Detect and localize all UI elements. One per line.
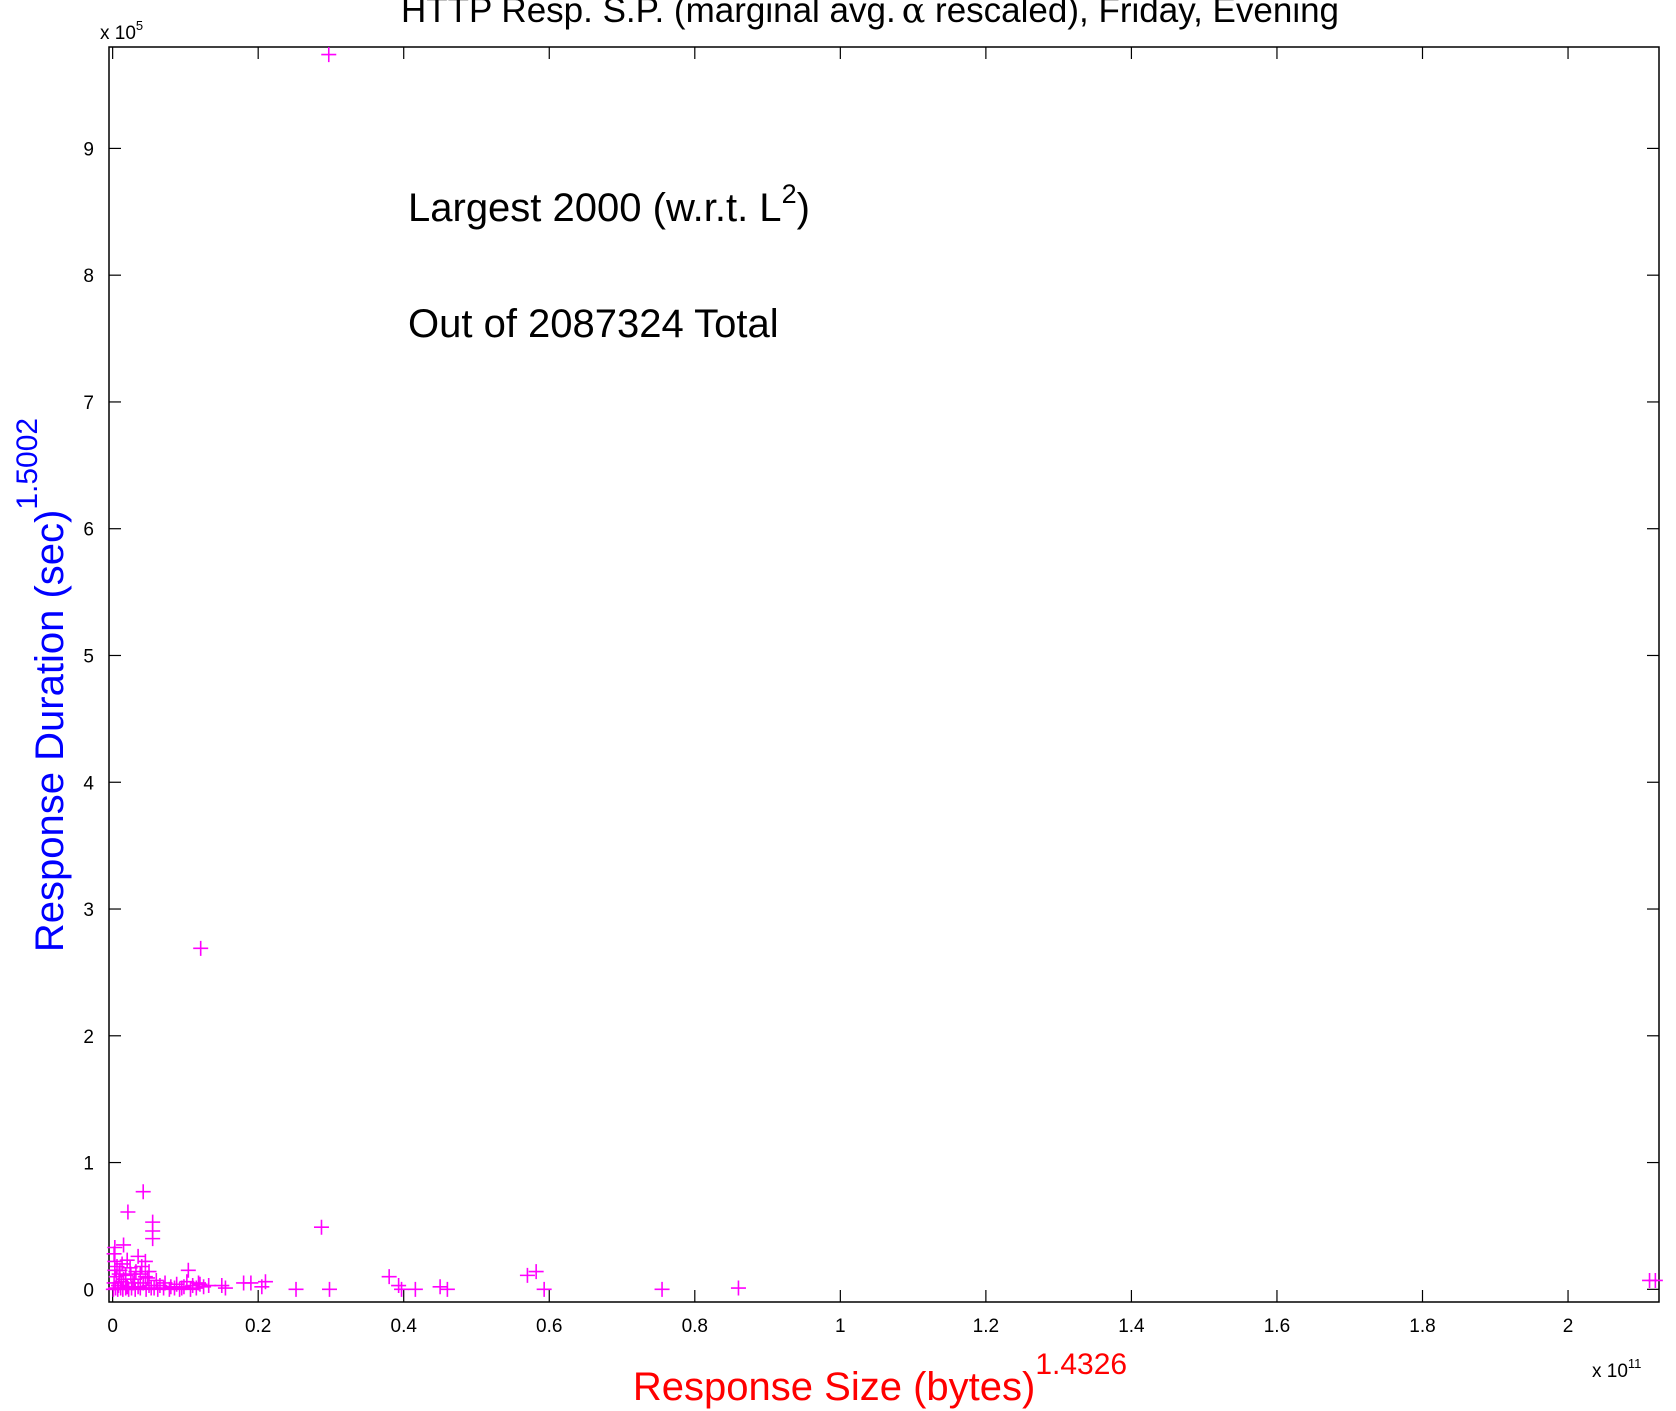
data-point — [407, 1281, 423, 1297]
x-tick-label: 1.2 — [973, 1316, 999, 1337]
data-point — [391, 1278, 407, 1294]
points-layer — [105, 47, 1663, 1297]
x-tick-label: 2 — [1563, 1316, 1574, 1337]
data-point — [313, 1219, 329, 1235]
x-tick-label: 0.6 — [536, 1316, 562, 1337]
y-ticks: 0 1 2 3 4 5 6 7 8 9 — [83, 139, 1659, 1301]
data-point — [193, 940, 209, 956]
x-ticks: 0 0.2 0.4 0.6 0.8 1 1.2 1.4 1.6 1.8 2 — [107, 47, 1573, 1337]
annotation-largest-text: Largest 2000 (w.r.t. L — [408, 186, 782, 230]
data-point — [118, 1267, 134, 1283]
data-point — [176, 1279, 192, 1295]
y-axis-label-exp: 1.5002 — [11, 418, 44, 510]
y-tick-label: 6 — [83, 520, 94, 541]
y-multiplier: x 105 — [100, 18, 143, 44]
data-point — [183, 1281, 199, 1297]
data-point — [381, 1269, 397, 1285]
data-point — [217, 1280, 233, 1296]
x-axis-label-exp: 1.4326 — [1035, 1348, 1127, 1381]
data-point — [145, 1231, 161, 1247]
x-tick-label: 0.4 — [391, 1316, 418, 1337]
x-tick-label: 1.6 — [1264, 1316, 1290, 1337]
data-point — [188, 1280, 204, 1296]
data-point — [730, 1280, 746, 1296]
y-tick-label: 2 — [83, 1027, 94, 1048]
data-point — [122, 1260, 138, 1276]
x-multiplier: x 1011 — [1592, 1356, 1641, 1382]
data-point — [654, 1281, 670, 1297]
data-point — [528, 1264, 544, 1280]
annotation-largest: Largest 2000 (w.r.t. L2) — [408, 179, 810, 230]
annotation-largest-end: ) — [797, 186, 810, 230]
data-point — [257, 1274, 273, 1290]
data-point — [288, 1281, 304, 1297]
y-multiplier-base: x 10 — [100, 23, 136, 44]
chart-title: HTTP Resp. S.P. (marginal avg. α rescaled… — [401, 0, 1339, 31]
data-point — [439, 1281, 455, 1297]
x-axis-label-text: Response Size (bytes) — [633, 1365, 1035, 1409]
data-point — [321, 47, 337, 63]
data-point — [140, 1270, 156, 1286]
y-multiplier-exp: 5 — [136, 18, 143, 33]
data-point — [243, 1275, 259, 1291]
x-axis-label: Response Size (bytes)1.4326 — [633, 1348, 1127, 1409]
data-point — [120, 1204, 136, 1220]
data-point — [321, 1281, 337, 1297]
y-axis-label-text: Response Duration (sec) — [28, 510, 72, 952]
data-point — [180, 1262, 196, 1278]
x-tick-label: 1 — [835, 1316, 846, 1337]
y-tick-label: 5 — [83, 646, 94, 667]
y-tick-label: 7 — [83, 393, 94, 414]
data-point — [432, 1279, 448, 1295]
plot-frame — [108, 46, 1660, 1303]
data-point — [214, 1278, 230, 1294]
x-tick-label: 0.2 — [245, 1316, 271, 1337]
annotation-largest-sup: 2 — [782, 179, 797, 209]
data-point — [192, 1276, 208, 1292]
data-point — [519, 1267, 535, 1283]
alpha-symbol: α — [902, 0, 926, 31]
y-tick-label: 1 — [83, 1154, 94, 1175]
data-point — [1647, 1272, 1663, 1288]
x-tick-label: 0.8 — [682, 1316, 708, 1337]
data-point — [135, 1184, 151, 1200]
y-tick-label: 9 — [83, 139, 94, 160]
data-point — [536, 1281, 552, 1297]
chart-title-rest: rescaled), Friday, Evening — [925, 0, 1339, 30]
data-point — [132, 1266, 148, 1282]
x-tick-label: 1.8 — [1409, 1316, 1435, 1337]
y-axis-label: Response Duration (sec)1.5002 — [11, 418, 72, 952]
data-point — [201, 1278, 217, 1294]
data-point — [116, 1237, 132, 1253]
x-tick-label: 0 — [107, 1316, 118, 1337]
data-point — [163, 1279, 179, 1295]
y-tick-label: 8 — [83, 266, 94, 287]
x-multiplier-exp: 11 — [1628, 1356, 1642, 1371]
y-tick-label: 0 — [83, 1280, 94, 1301]
x-multiplier-base: x 10 — [1592, 1361, 1628, 1382]
data-point — [394, 1281, 410, 1297]
data-point — [114, 1256, 130, 1272]
annotation-total: Out of 2087324 Total — [408, 302, 779, 346]
y-tick-label: 3 — [83, 900, 94, 921]
data-point — [185, 1278, 201, 1294]
y-tick-label: 4 — [83, 773, 94, 794]
chart-title-main: HTTP Resp. S.P. (marginal avg. — [401, 0, 896, 30]
data-point — [111, 1266, 127, 1282]
x-tick-label: 1.4 — [1118, 1316, 1145, 1337]
